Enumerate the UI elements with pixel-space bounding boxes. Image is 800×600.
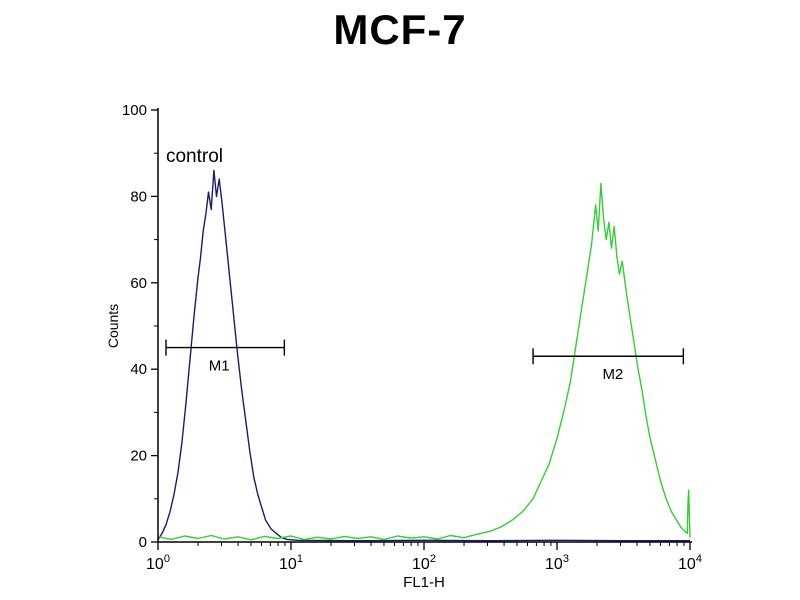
y-axis-label: Counts bbox=[105, 304, 121, 348]
x-axis: 100 101 102 103 104 bbox=[146, 541, 702, 573]
y-axis: 0 20 40 60 80 100 bbox=[122, 102, 159, 551]
gate-label-M2: M2 bbox=[602, 366, 623, 383]
y-tick-label: 20 bbox=[130, 448, 147, 465]
series-control bbox=[157, 169, 690, 542]
x-tick-label: 104 bbox=[678, 553, 702, 573]
y-tick-label: 0 bbox=[139, 534, 147, 551]
y-tick-label: 100 bbox=[122, 102, 147, 119]
chart-title: MCF-7 bbox=[333, 6, 467, 53]
y-tick-label: 40 bbox=[130, 361, 147, 378]
series-stained bbox=[157, 182, 691, 541]
x-tick-label: 103 bbox=[545, 553, 569, 573]
x-tick-label: 102 bbox=[412, 553, 436, 573]
x-tick-label: 101 bbox=[279, 553, 303, 573]
gate-M1: M1 bbox=[165, 339, 286, 375]
annotation-control: control bbox=[166, 146, 223, 167]
y-tick-label: 80 bbox=[130, 188, 147, 205]
x-tick-label: 100 bbox=[146, 553, 170, 573]
y-tick-label: 60 bbox=[130, 275, 147, 292]
gate-M2: M2 bbox=[532, 348, 685, 383]
gate-label-M1: M1 bbox=[209, 358, 230, 375]
x-axis-label: FL1-H bbox=[403, 574, 445, 591]
